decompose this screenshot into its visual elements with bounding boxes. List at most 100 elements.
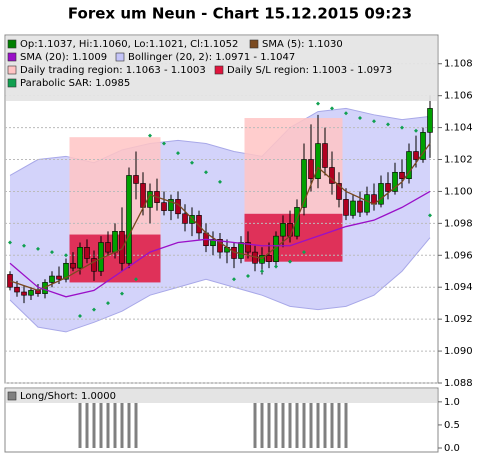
legend-swatch — [7, 78, 17, 88]
candle-body — [329, 167, 335, 184]
legend-swatch — [7, 39, 17, 49]
legend-swatch — [7, 65, 17, 75]
y-tick-label: 1.102 — [444, 155, 473, 166]
candle-body — [182, 213, 188, 224]
sar-marker — [64, 253, 68, 258]
sar-marker — [344, 111, 348, 116]
y-tick-label: 1.108 — [444, 59, 473, 70]
legend-box — [6, 389, 437, 403]
sar-marker — [148, 133, 152, 138]
candle-body — [49, 275, 55, 283]
candle-body — [217, 239, 223, 253]
sar-marker — [316, 101, 320, 106]
sar-marker — [50, 250, 54, 255]
region — [69, 137, 161, 235]
sar-marker — [106, 301, 110, 306]
sar-marker — [288, 259, 292, 264]
candle-body — [427, 108, 433, 133]
bar — [92, 401, 96, 448]
candle-body — [301, 159, 307, 208]
sar-marker — [78, 313, 82, 318]
sar-marker — [358, 116, 362, 121]
sar-marker — [218, 179, 222, 184]
sar-marker — [330, 106, 334, 111]
candle-body — [350, 200, 356, 216]
y-tick-label: 1.098 — [444, 218, 473, 229]
bar — [127, 401, 131, 448]
candle-body — [77, 247, 83, 269]
bar — [78, 401, 82, 448]
region — [244, 213, 343, 262]
legend-label: Long/Short: 1.0000 — [20, 391, 116, 402]
bar — [323, 401, 327, 448]
candle-body — [336, 183, 342, 200]
candle-body — [238, 242, 244, 259]
candle-body — [28, 290, 34, 296]
y-tick-label: 1.092 — [444, 314, 473, 325]
candle-body — [308, 159, 314, 179]
bar — [288, 401, 292, 448]
y-tick-label: 1.100 — [444, 186, 473, 197]
candle-body — [392, 171, 398, 192]
indicator-line — [9, 190, 431, 298]
sar-marker — [22, 243, 26, 248]
candle-body — [56, 275, 62, 280]
bar — [302, 401, 306, 448]
bar — [337, 401, 341, 448]
y-tick-label: 1.104 — [444, 123, 473, 134]
bar — [344, 401, 348, 448]
sar-marker — [246, 274, 250, 279]
candle-body — [161, 202, 167, 211]
bar — [85, 401, 89, 448]
sar-marker — [190, 160, 194, 165]
bar — [330, 401, 334, 448]
candle-body — [84, 247, 90, 259]
bollinger-lower — [9, 237, 431, 333]
bar — [106, 401, 110, 448]
candle-body — [14, 286, 20, 293]
candle-body — [196, 215, 202, 234]
sar-marker — [414, 128, 418, 133]
candle-body — [399, 171, 405, 179]
candle-body — [133, 175, 139, 184]
sar-marker — [162, 141, 166, 146]
candle-body — [91, 258, 97, 272]
legend-label: Parabolic SAR: 1.0985 — [20, 78, 130, 89]
candle-body — [245, 242, 251, 253]
sar-marker — [232, 277, 236, 282]
candle-body — [406, 151, 412, 179]
bar — [281, 401, 285, 448]
chart-title: Forex um Neun - Chart 15.12.2015 09:23 — [68, 5, 412, 23]
sar-marker — [428, 213, 432, 218]
legend-label: Daily trading region: 1.1063 - 1.1003 — [20, 65, 206, 76]
candle-body — [322, 143, 328, 168]
bar — [267, 401, 271, 448]
candle-body — [315, 143, 321, 179]
legend-label: SMA (5): 1.1030 — [262, 39, 343, 50]
y-tick-label: 0.0 — [444, 443, 460, 454]
candle-body — [280, 223, 286, 237]
candle-body — [364, 194, 370, 213]
sar-marker — [372, 119, 376, 124]
legend-swatch — [115, 52, 125, 62]
candle-body — [21, 291, 27, 296]
bar — [120, 401, 124, 448]
sar-marker — [386, 122, 390, 127]
sar-marker — [260, 269, 264, 274]
candle-body — [119, 231, 125, 264]
candle-body — [413, 151, 419, 160]
candle-body — [343, 199, 349, 216]
candle-body — [294, 207, 300, 237]
bar — [316, 401, 320, 448]
bar — [260, 401, 264, 448]
candle-body — [63, 262, 69, 280]
candle-body — [112, 231, 118, 253]
legend-label: Daily S/L region: 1.1003 - 1.0973 — [227, 65, 392, 76]
sar-marker — [120, 291, 124, 296]
sar-marker — [176, 151, 180, 156]
bar — [113, 401, 117, 448]
candle-body — [287, 223, 293, 237]
y-tick-label: 1.106 — [444, 91, 473, 102]
